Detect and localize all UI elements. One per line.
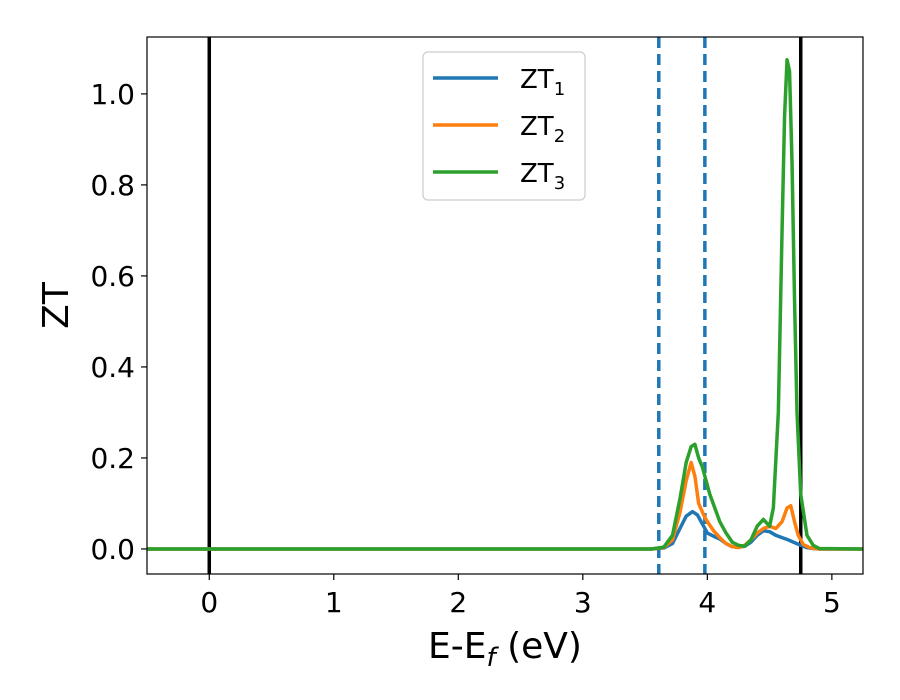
x-tick-label: 2 [449,586,467,619]
legend-box [422,51,586,201]
series-line-2 [147,460,863,551]
y-tick-label: 1.0 [90,78,135,111]
y-tick-label: 0.4 [90,351,135,384]
plot-frame [146,36,864,575]
legend-label-1: ZT1 [520,65,565,100]
x-tick-label: 1 [325,586,343,619]
y-axis-label: ZT [36,281,77,329]
y-tick-label: 0.0 [90,533,135,566]
series-line-3 [147,58,863,551]
x-tick-label: 3 [574,586,592,619]
y-tick-label: 0.2 [90,442,135,475]
y-tick-label: 0.6 [90,260,135,293]
x-tick-label: 4 [698,586,716,619]
legend-label-2: ZT2 [520,112,565,147]
x-tick-label: 5 [823,586,841,619]
legend-label-3: ZT3 [520,159,565,194]
x-tick-label: 0 [200,586,218,619]
y-tick-label: 0.8 [90,169,135,202]
x-axis-label: E-Ef (eV) [428,626,582,673]
